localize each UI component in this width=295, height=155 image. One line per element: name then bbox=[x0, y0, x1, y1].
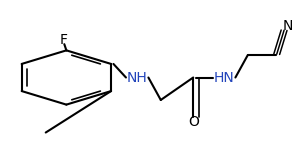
Text: O: O bbox=[188, 115, 199, 129]
Text: NH: NH bbox=[127, 71, 148, 84]
Text: N: N bbox=[282, 19, 293, 33]
Text: F: F bbox=[59, 33, 68, 46]
Text: HN: HN bbox=[214, 71, 235, 84]
